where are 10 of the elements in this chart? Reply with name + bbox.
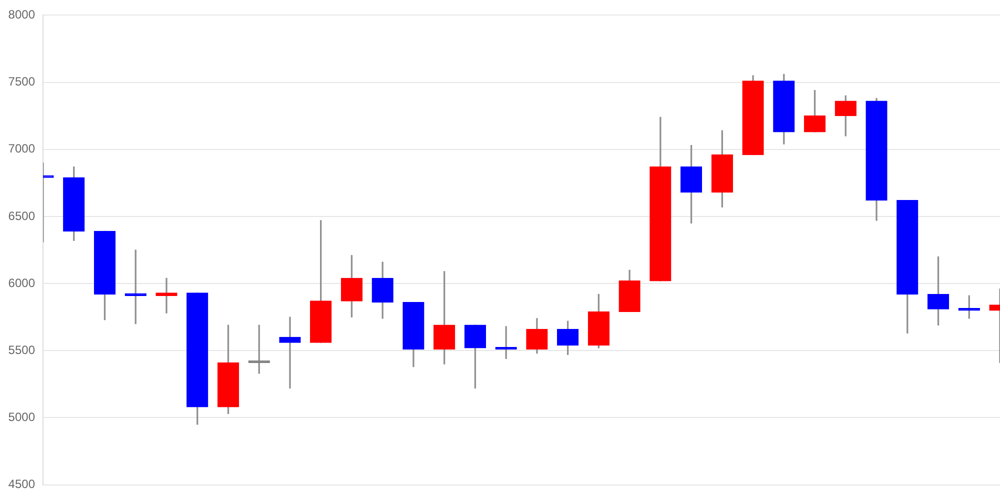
y-tick-label: 6000 (8, 276, 36, 290)
y-tick-label: 7000 (8, 142, 36, 156)
y-tick-label: 5500 (8, 342, 36, 357)
y-tick-label: 8000 (8, 8, 36, 22)
candlestick (156, 278, 178, 314)
y-tick-label: 4500 (8, 477, 36, 492)
candlestick (279, 316, 301, 389)
y-tick-label: 6500 (8, 208, 36, 223)
y-tick-label: 5000 (8, 410, 36, 424)
y-tick-label: 7500 (8, 74, 36, 89)
